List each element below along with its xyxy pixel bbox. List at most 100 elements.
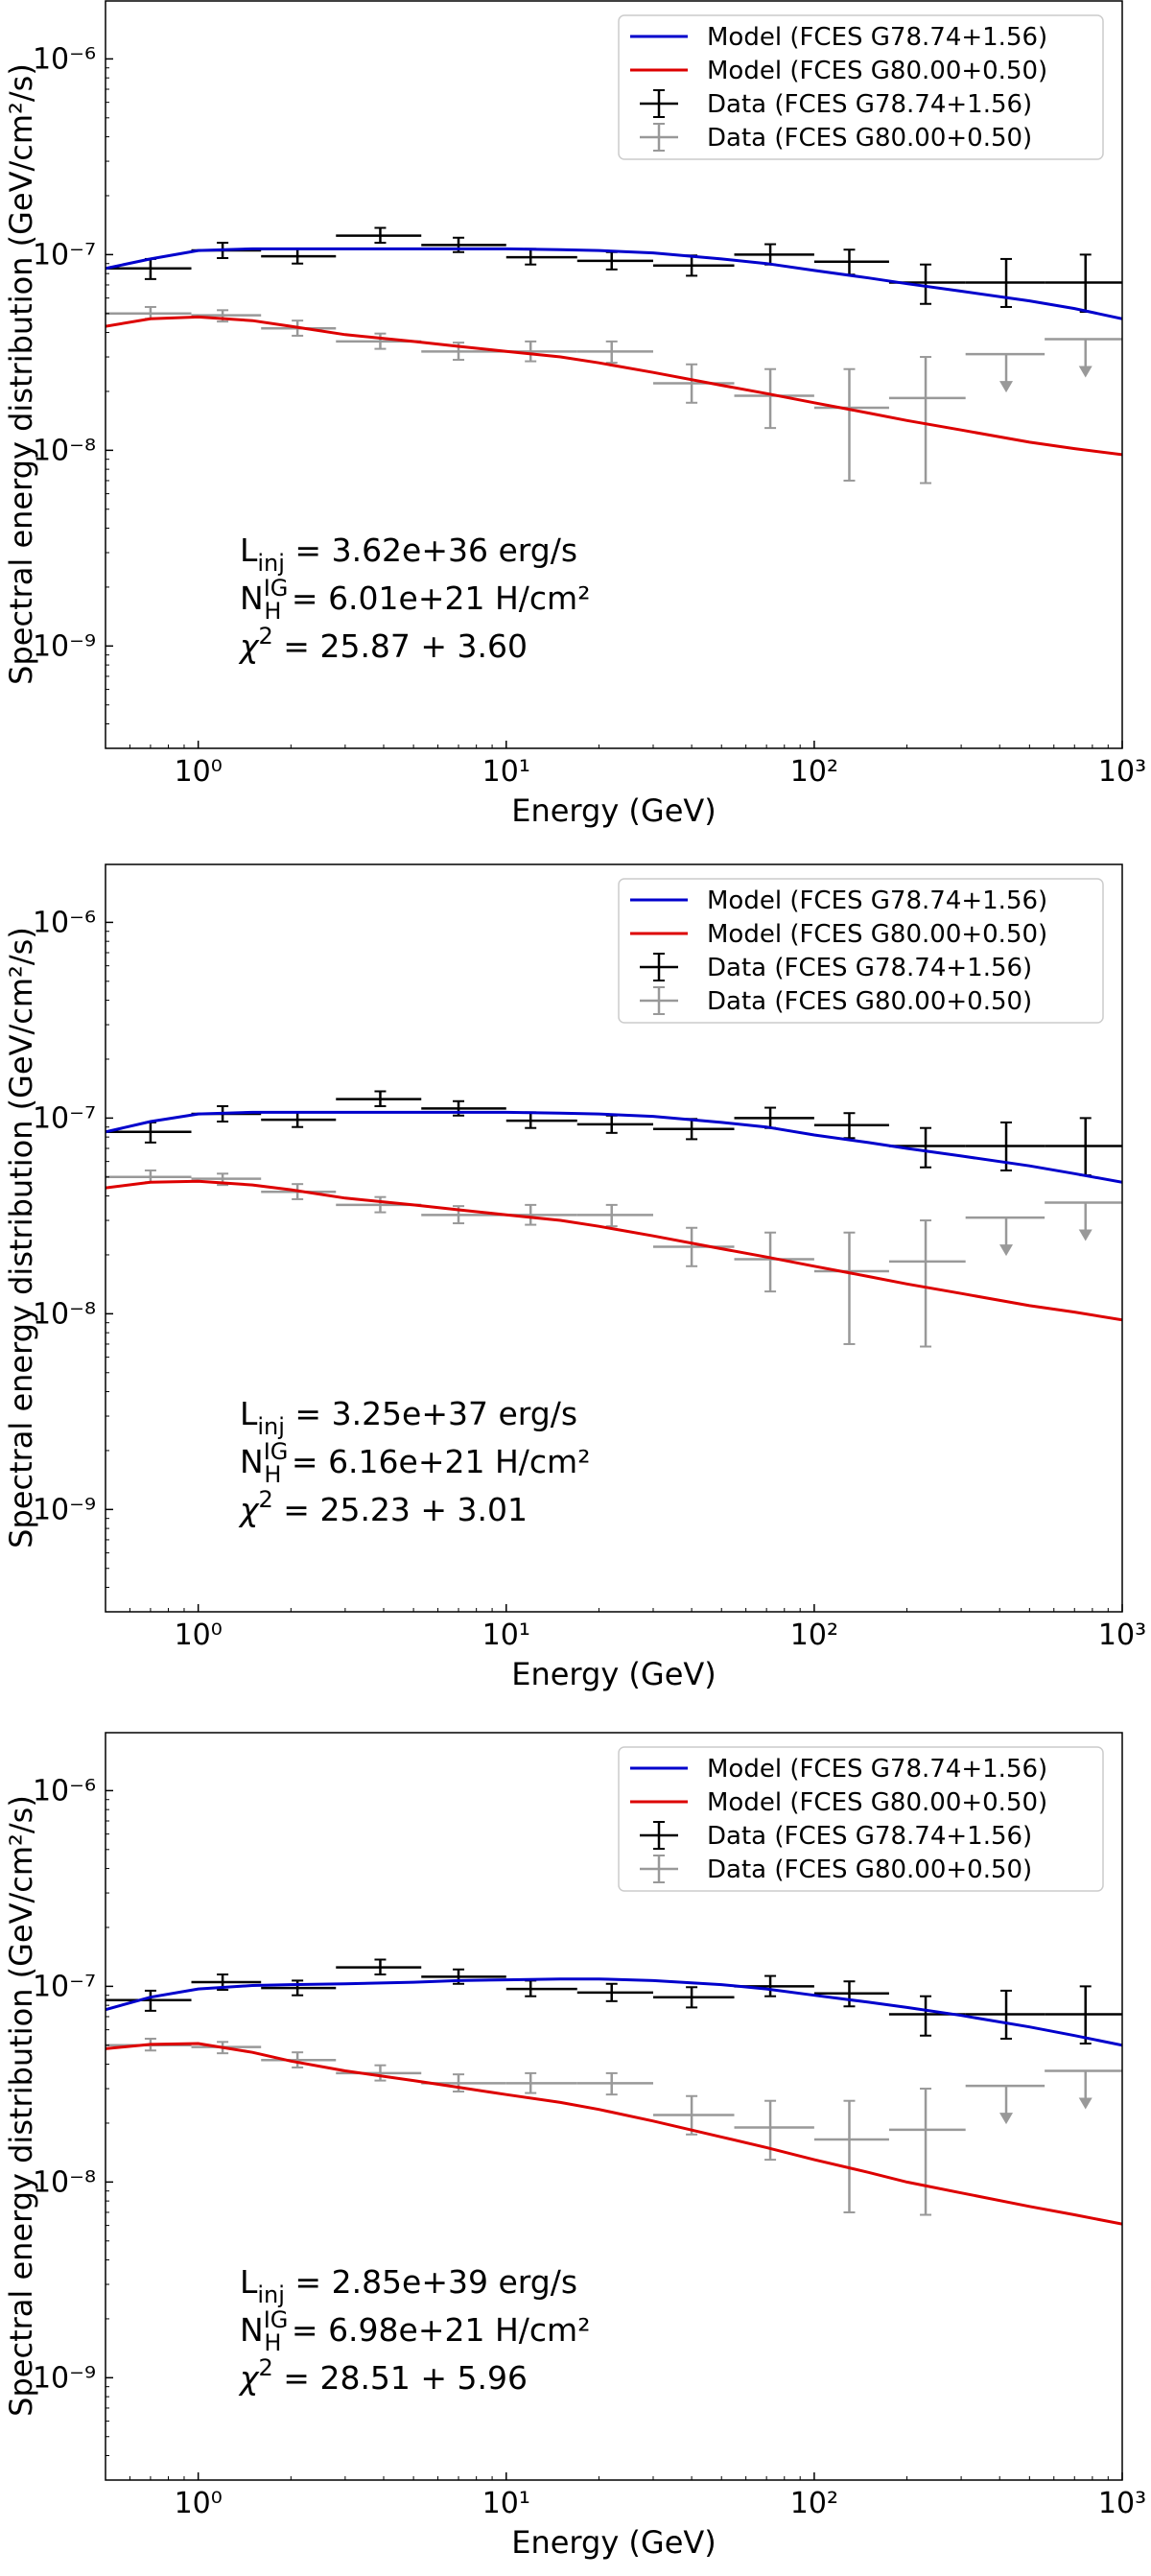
data-point bbox=[888, 2088, 966, 2216]
data-point bbox=[261, 1111, 337, 1128]
data-point bbox=[652, 2094, 735, 2136]
annotation-nh: NIG H = 6.01e+21 H/cm² bbox=[240, 575, 590, 625]
data-point bbox=[652, 363, 735, 404]
data-point bbox=[652, 254, 735, 277]
data-point bbox=[191, 1172, 262, 1187]
legend-item: Data (FCES G80.00+0.50) bbox=[640, 986, 1032, 1016]
legend-label: Data (FCES G80.00+0.50) bbox=[707, 1855, 1032, 1884]
annotation-nh-value: 6.98e+21 H/cm² bbox=[328, 2311, 590, 2349]
upper-limit-arrow bbox=[1078, 2097, 1092, 2110]
annotation-nh-value: 6.16e+21 H/cm² bbox=[328, 1443, 590, 1480]
data-point bbox=[421, 236, 506, 253]
legend-label: Data (FCES G80.00+0.50) bbox=[707, 124, 1032, 153]
upper-limit-arrow bbox=[1078, 366, 1092, 378]
legend-item: Model (FCES G80.00+0.50) bbox=[630, 57, 1047, 85]
annotation-chi2: χ2 = 25.87 + 3.60 bbox=[238, 623, 528, 665]
legend-item: Model (FCES G78.74+1.56) bbox=[630, 1755, 1047, 1784]
data-point bbox=[652, 1986, 735, 2009]
legend-item: Data (FCES G80.00+0.50) bbox=[640, 1855, 1032, 1884]
plot-area bbox=[106, 1090, 1122, 1348]
chart-panel-3: 10⁰ 10¹ 10² 10³ 10⁻⁹ 10⁻⁸ 10⁻⁷ 10⁻⁶ Energy (GeV)… bbox=[3, 1732, 1146, 2561]
data-point bbox=[336, 1958, 422, 1976]
axes-frame bbox=[105, 1732, 1123, 2481]
x-tick-label: 10² bbox=[790, 2487, 838, 2520]
legend: Model (FCES G78.74+1.56) Model (FCES G80.… bbox=[618, 1746, 1104, 1892]
data-point bbox=[1045, 338, 1122, 378]
data-point bbox=[1045, 1985, 1122, 2045]
data-point bbox=[1045, 2069, 1122, 2110]
data-series bbox=[106, 1958, 1122, 2045]
legend-label: Data (FCES G80.00+0.50) bbox=[707, 987, 1032, 1016]
y-tick-label: 10⁻⁹ bbox=[33, 2361, 96, 2395]
data-point bbox=[813, 2099, 889, 2213]
annotation-nh: NIG H = 6.16e+21 H/cm² bbox=[240, 1438, 590, 1488]
legend-item: Model (FCES G78.74+1.56) bbox=[630, 23, 1047, 52]
model-line bbox=[106, 1110, 1122, 1184]
x-tick-label: 10⁰ bbox=[175, 755, 223, 789]
legend-item: Data (FCES G78.74+1.56) bbox=[640, 89, 1032, 119]
y-tick-label: 10⁻⁸ bbox=[33, 1297, 96, 1331]
legend-item: Model (FCES G80.00+0.50) bbox=[630, 920, 1047, 949]
axes-frame bbox=[105, 863, 1123, 1613]
data-point bbox=[261, 1979, 337, 1997]
data-series bbox=[106, 2037, 1122, 2216]
data-point bbox=[1045, 1201, 1122, 1241]
x-tick-label: 10³ bbox=[1098, 755, 1146, 789]
data-point bbox=[888, 263, 966, 305]
data-point bbox=[888, 356, 966, 484]
data-point bbox=[965, 352, 1045, 393]
x-tick-label: 10¹ bbox=[482, 755, 530, 789]
annotation-l-inj: Linj = 3.62e+36 erg/s bbox=[240, 532, 577, 577]
data-point bbox=[652, 1226, 735, 1267]
legend-label: Model (FCES G80.00+0.50) bbox=[707, 920, 1047, 949]
legend: Model (FCES G78.74+1.56) Model (FCES G80.… bbox=[618, 14, 1104, 160]
legend-item: Data (FCES G80.00+0.50) bbox=[640, 123, 1032, 153]
x-tick-label: 10⁰ bbox=[175, 1619, 223, 1652]
y-axis-label: Spectral energy distribution (GeV/cm²/s) bbox=[3, 1795, 39, 2417]
x-tick-label: 10³ bbox=[1098, 1619, 1146, 1652]
legend-label: Data (FCES G78.74+1.56) bbox=[707, 954, 1032, 982]
data-point bbox=[576, 1203, 653, 1228]
data-point bbox=[505, 1979, 577, 1997]
legend-label: Model (FCES G80.00+0.50) bbox=[707, 1788, 1047, 1817]
data-point bbox=[965, 1216, 1045, 1257]
y-tick-label: 10⁻⁷ bbox=[33, 238, 96, 272]
x-axis-label: Energy (GeV) bbox=[511, 2524, 716, 2561]
annotation-l-inj: Linj = 3.25e+37 erg/s bbox=[240, 1395, 577, 1440]
model-line bbox=[106, 2042, 1122, 2226]
legend-box bbox=[618, 1746, 1104, 1892]
data-point bbox=[576, 250, 653, 271]
legend: Model (FCES G78.74+1.56) Model (FCES G80.… bbox=[618, 878, 1104, 1024]
y-tick-label: 10⁻⁹ bbox=[33, 1493, 96, 1526]
annotation-chi2-value: 25.23 + 3.01 bbox=[319, 1491, 528, 1528]
legend-label: Data (FCES G78.74+1.56) bbox=[707, 1822, 1032, 1851]
data-point bbox=[421, 1968, 506, 1985]
axes-frame bbox=[105, 0, 1123, 749]
annotation-chi2: χ2 = 28.51 + 5.96 bbox=[238, 2354, 528, 2397]
data-point bbox=[261, 248, 337, 265]
data-point bbox=[106, 1989, 192, 2012]
data-point bbox=[888, 1995, 966, 2037]
data-point bbox=[888, 1126, 966, 1169]
data-point bbox=[965, 1989, 1045, 2040]
x-tick-label: 10¹ bbox=[482, 1619, 530, 1652]
annotation-nh: NIG H = 6.98e+21 H/cm² bbox=[240, 2306, 590, 2356]
annotation-chi2-value: 25.87 + 3.60 bbox=[319, 627, 528, 665]
data-point bbox=[505, 2071, 577, 2094]
data-point bbox=[813, 1980, 889, 2008]
data-point bbox=[576, 340, 653, 365]
data-point bbox=[813, 367, 889, 482]
data-point bbox=[106, 257, 192, 280]
model-line bbox=[106, 247, 1122, 320]
legend-label: Model (FCES G78.74+1.56) bbox=[707, 23, 1047, 52]
data-point bbox=[576, 1982, 653, 2002]
data-point bbox=[576, 1114, 653, 1134]
data-point bbox=[965, 2084, 1045, 2125]
x-tick-label: 10² bbox=[790, 755, 838, 789]
legend-label: Data (FCES G78.74+1.56) bbox=[707, 90, 1032, 119]
legend-box bbox=[618, 878, 1104, 1024]
data-point bbox=[888, 1219, 966, 1348]
legend-label: Model (FCES G78.74+1.56) bbox=[707, 886, 1047, 915]
data-point bbox=[1045, 253, 1122, 314]
